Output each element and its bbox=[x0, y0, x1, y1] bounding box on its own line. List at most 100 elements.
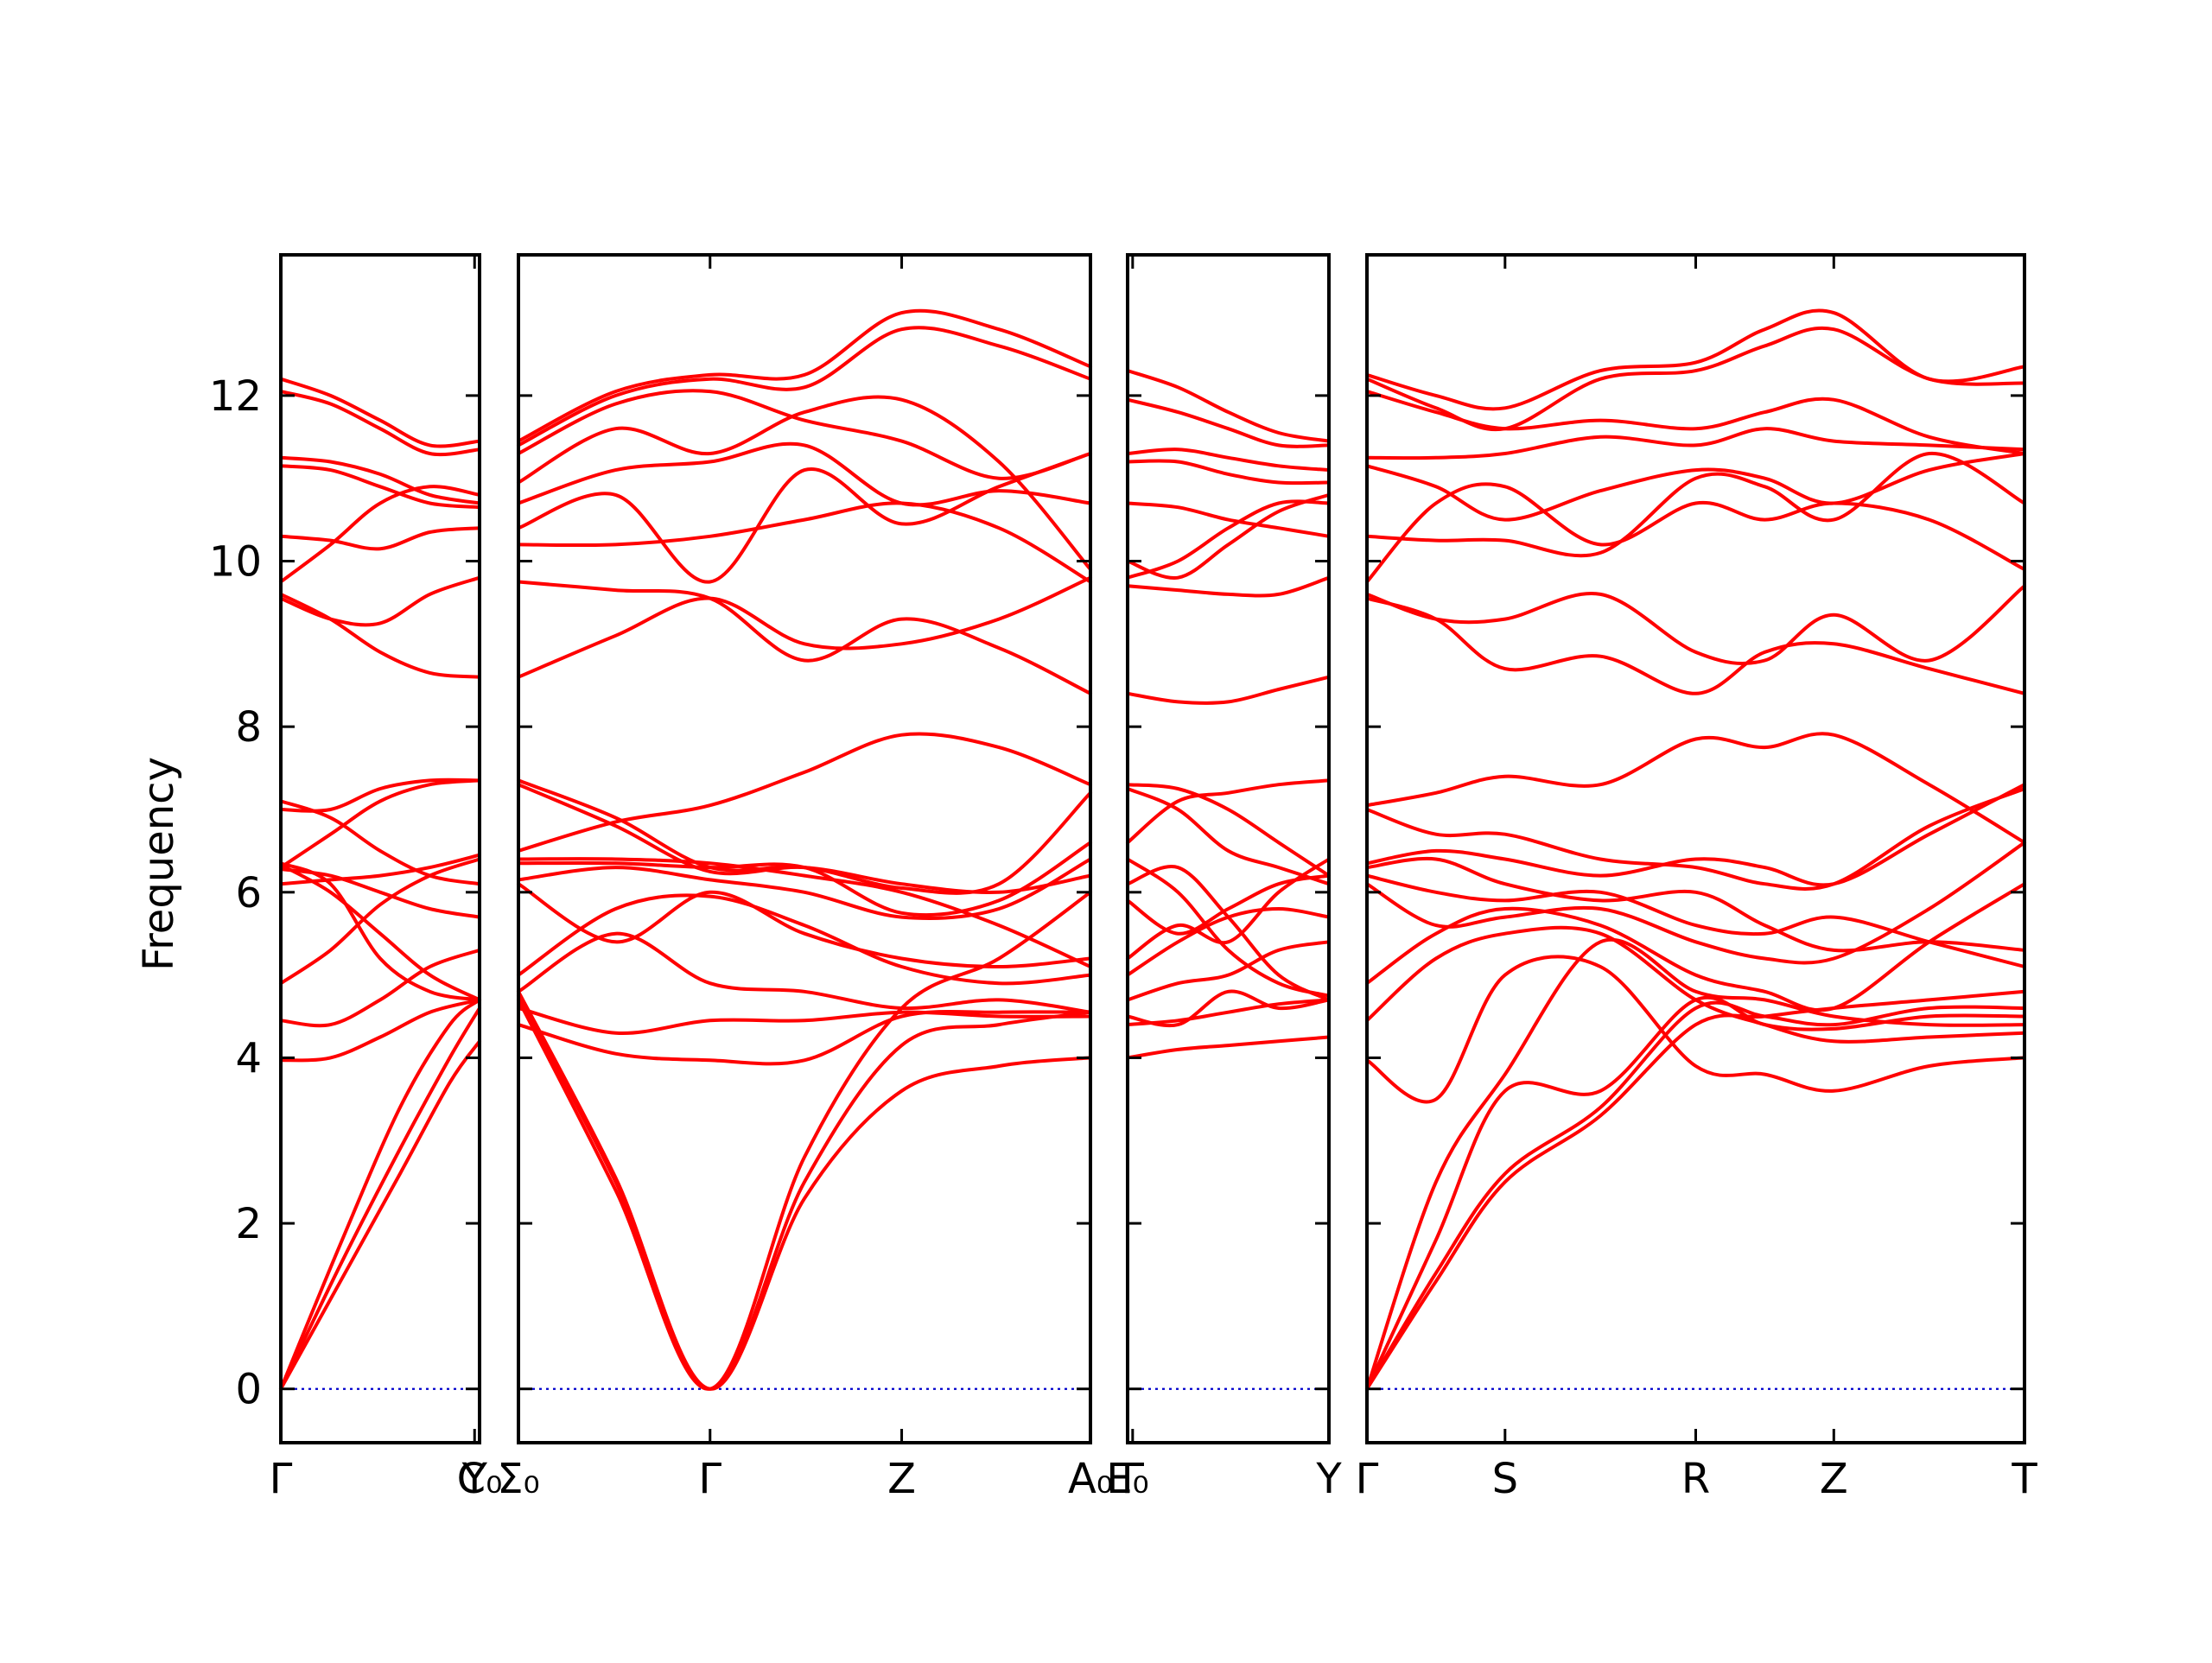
panel-2: Σ₀ Γ Z A₀ bbox=[497, 253, 1113, 1503]
band-line-2-16 bbox=[517, 580, 1092, 695]
panel-3: E₀Γ Y bbox=[1106, 253, 1342, 1503]
band-line-1-9 bbox=[279, 863, 481, 1002]
band-line-4-3 bbox=[1365, 995, 2026, 1391]
x-tick-label: E₀ bbox=[1106, 1455, 1149, 1503]
band-line-2-23 bbox=[517, 308, 1092, 443]
band-line-1-5 bbox=[279, 948, 481, 1028]
band-line-3-15 bbox=[1126, 499, 1331, 580]
band-line-2-8 bbox=[517, 882, 1092, 968]
band-line-3-13 bbox=[1126, 675, 1331, 705]
band-line-2-12 bbox=[517, 732, 1092, 853]
band-line-4-4 bbox=[1365, 937, 2026, 1391]
panel-frame bbox=[517, 253, 1092, 1444]
band-line-3-11 bbox=[1126, 787, 1331, 886]
band-line-2-21 bbox=[517, 389, 1092, 480]
band-line-1-17 bbox=[279, 526, 481, 551]
band-line-3-2 bbox=[1126, 998, 1331, 1027]
band-line-4-11 bbox=[1365, 783, 2026, 887]
y-tick-label: 2 bbox=[235, 1200, 262, 1248]
x-tick-label: C₀ bbox=[457, 1455, 503, 1503]
x-tick-label: Z bbox=[887, 1455, 916, 1503]
band-line-2-6 bbox=[517, 931, 1092, 1014]
band-line-1-20 bbox=[279, 390, 481, 457]
x-tick-label: A₀ bbox=[1068, 1455, 1113, 1503]
band-line-3-7 bbox=[1126, 873, 1331, 936]
band-line-4-22 bbox=[1365, 308, 2026, 411]
band-line-4-8 bbox=[1365, 841, 2026, 965]
band-line-3-19 bbox=[1126, 447, 1331, 473]
band-line-2-4 bbox=[517, 1009, 1092, 1066]
band-line-4-14 bbox=[1365, 596, 2026, 695]
band-line-4-19 bbox=[1365, 427, 2026, 460]
band-line-1-14 bbox=[279, 575, 481, 627]
x-tick-label: S bbox=[1492, 1455, 1518, 1503]
band-line-3-16 bbox=[1126, 492, 1331, 580]
band-line-2-7 bbox=[517, 893, 1092, 986]
band-line-2-20 bbox=[517, 395, 1092, 572]
band-line-4-13 bbox=[1365, 732, 2026, 845]
band-line-1-15 bbox=[279, 592, 481, 679]
band-line-4-7 bbox=[1365, 882, 2026, 1012]
x-tick-label: Y bbox=[1315, 1455, 1342, 1503]
band-line-2-3 bbox=[517, 989, 1092, 1391]
x-tick-label: Z bbox=[1820, 1455, 1848, 1503]
band-line-3-18 bbox=[1126, 459, 1331, 486]
panel-1: Γ YC₀ bbox=[270, 253, 503, 1503]
y-tick-label: 4 bbox=[235, 1034, 262, 1082]
band-line-2-9 bbox=[517, 857, 1092, 920]
band-line-2-19 bbox=[517, 441, 1092, 507]
y-axis-label: Frequency bbox=[135, 757, 183, 971]
band-line-3-1 bbox=[1126, 1035, 1331, 1060]
panel-frame bbox=[279, 253, 481, 1444]
panel-frame bbox=[1126, 253, 1331, 1444]
band-line-2-18 bbox=[517, 452, 1092, 584]
band-line-1-4 bbox=[279, 998, 481, 1063]
band-line-3-8 bbox=[1126, 864, 1331, 1002]
band-line-1-3 bbox=[279, 998, 481, 1391]
band-line-3-10 bbox=[1126, 778, 1331, 845]
band-line-1-2 bbox=[279, 1006, 481, 1391]
band-line-4-17 bbox=[1365, 451, 2026, 558]
band-line-2-5 bbox=[517, 1006, 1092, 1035]
band-line-2-22 bbox=[517, 326, 1092, 447]
band-line-2-11 bbox=[517, 857, 1092, 968]
band-line-4-5 bbox=[1365, 955, 2026, 1104]
x-tick-label: Γ bbox=[270, 1455, 293, 1503]
band-line-3-21 bbox=[1126, 369, 1331, 443]
band-line-3-9 bbox=[1126, 857, 1331, 998]
x-tick-label: Γ bbox=[1121, 1455, 1144, 1503]
x-tick-label: Γ bbox=[1356, 1455, 1379, 1503]
x-tick-label: Σ₀ bbox=[497, 1455, 540, 1503]
band-line-4-16 bbox=[1365, 482, 2026, 584]
band-line-3-4 bbox=[1126, 940, 1331, 1002]
band-line-4-9 bbox=[1365, 873, 2026, 968]
band-line-4-15 bbox=[1365, 584, 2026, 666]
x-tick-label: Y bbox=[461, 1455, 488, 1503]
band-line-1-19 bbox=[279, 455, 481, 505]
panel-frame bbox=[1365, 253, 2026, 1444]
band-line-2-2 bbox=[517, 993, 1092, 1391]
band-line-1-10 bbox=[279, 861, 481, 1002]
band-line-3-12 bbox=[1126, 783, 1331, 878]
band-line-1-18 bbox=[279, 464, 481, 510]
y-tick-label: 12 bbox=[209, 372, 262, 421]
x-tick-label: Γ bbox=[698, 1455, 721, 1503]
band-line-3-14 bbox=[1126, 575, 1331, 598]
band-line-1-21 bbox=[279, 377, 481, 448]
band-line-4-18 bbox=[1365, 452, 2026, 522]
band-line-4-10 bbox=[1365, 856, 2026, 953]
band-line-1-13 bbox=[279, 799, 481, 886]
band-line-2-17 bbox=[517, 501, 1092, 584]
band-line-2-14 bbox=[517, 778, 1092, 895]
band-line-1-12 bbox=[279, 778, 481, 813]
band-line-1-6 bbox=[279, 857, 481, 986]
band-line-3-3 bbox=[1126, 989, 1331, 1028]
band-line-3-20 bbox=[1126, 397, 1331, 448]
band-line-1-1 bbox=[279, 1039, 481, 1391]
y-tick-label: 8 bbox=[235, 703, 262, 752]
x-tick-label: T bbox=[2011, 1455, 2037, 1503]
band-line-2-15 bbox=[517, 575, 1092, 679]
